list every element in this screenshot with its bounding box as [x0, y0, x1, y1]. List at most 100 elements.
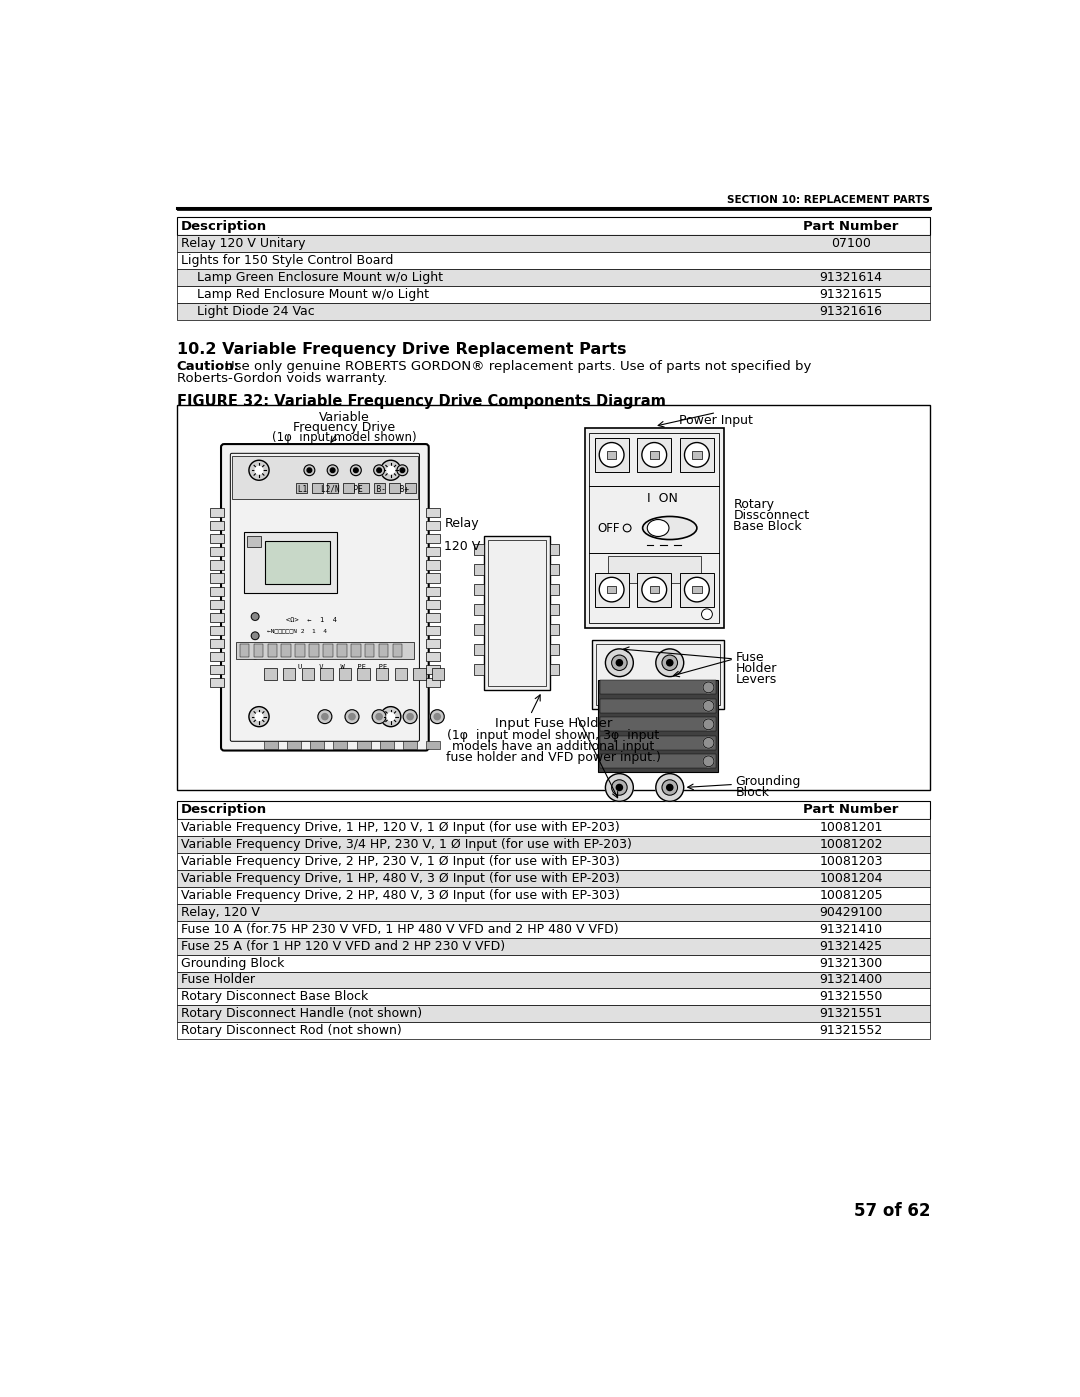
- Bar: [211, 548, 225, 556]
- Text: Variable Frequency Drive, 1 HP, 480 V, 3 Ø Input (for use with EP-203): Variable Frequency Drive, 1 HP, 480 V, 3…: [180, 872, 620, 884]
- Circle shape: [606, 774, 633, 802]
- Bar: [649, 585, 659, 594]
- Text: Rotary: Rotary: [733, 499, 774, 511]
- Bar: [296, 644, 305, 658]
- Bar: [600, 680, 716, 694]
- Bar: [254, 644, 262, 658]
- Circle shape: [606, 648, 633, 676]
- Bar: [550, 644, 559, 655]
- Bar: [595, 573, 629, 606]
- Bar: [243, 532, 337, 594]
- Text: Input Fuse Holder: Input Fuse Holder: [495, 717, 612, 729]
- FancyBboxPatch shape: [221, 444, 429, 750]
- Text: Description: Description: [180, 219, 267, 233]
- Bar: [321, 668, 333, 680]
- Bar: [323, 644, 333, 658]
- Bar: [211, 509, 225, 517]
- Bar: [268, 644, 276, 658]
- Text: 91321300: 91321300: [820, 957, 882, 970]
- Ellipse shape: [643, 517, 697, 539]
- Text: models have an additional input: models have an additional input: [453, 740, 654, 753]
- Circle shape: [642, 443, 666, 467]
- Bar: [488, 539, 545, 686]
- Text: 91321410: 91321410: [820, 922, 882, 936]
- Text: Grounding: Grounding: [735, 775, 801, 788]
- Text: (1φ  input model shown): (1φ input model shown): [272, 432, 417, 444]
- Circle shape: [248, 707, 269, 726]
- Text: Roberts-Gordon voids warranty.: Roberts-Gordon voids warranty.: [177, 373, 388, 386]
- Bar: [474, 584, 484, 595]
- Text: Fuse 25 A (for 1 HP 120 V VFD and 2 HP 230 V VFD): Fuse 25 A (for 1 HP 120 V VFD and 2 HP 2…: [180, 940, 504, 953]
- Bar: [389, 483, 400, 493]
- Circle shape: [252, 613, 259, 620]
- Bar: [426, 573, 440, 583]
- Bar: [177, 286, 930, 303]
- Circle shape: [666, 784, 673, 791]
- Text: Variable: Variable: [319, 411, 369, 423]
- Bar: [177, 887, 930, 904]
- Text: SECTION 10: REPLACEMENT PARTS: SECTION 10: REPLACEMENT PARTS: [727, 194, 930, 204]
- Bar: [426, 521, 440, 531]
- Bar: [282, 644, 291, 658]
- Bar: [550, 545, 559, 555]
- Text: Levers: Levers: [735, 673, 777, 686]
- Bar: [334, 742, 348, 749]
- Circle shape: [255, 467, 262, 474]
- Text: 10081201: 10081201: [820, 821, 882, 834]
- Bar: [232, 457, 418, 499]
- Circle shape: [430, 710, 444, 724]
- Bar: [211, 573, 225, 583]
- Bar: [474, 665, 484, 675]
- Bar: [177, 405, 930, 789]
- Bar: [309, 644, 319, 658]
- Bar: [426, 560, 440, 570]
- Bar: [550, 564, 559, 576]
- Circle shape: [685, 443, 710, 467]
- Circle shape: [353, 468, 359, 472]
- Bar: [177, 937, 930, 954]
- Bar: [405, 483, 416, 493]
- Bar: [177, 870, 930, 887]
- Text: Variable Frequency Drive, 2 HP, 230 V, 1 Ø Input (for use with EP-303): Variable Frequency Drive, 2 HP, 230 V, 1…: [180, 855, 620, 868]
- Text: Light Diode 24 Vac: Light Diode 24 Vac: [180, 305, 314, 319]
- Bar: [177, 1023, 930, 1039]
- Circle shape: [350, 465, 362, 475]
- Bar: [265, 668, 276, 680]
- Bar: [211, 521, 225, 531]
- Bar: [584, 427, 724, 629]
- Bar: [211, 613, 225, 622]
- Text: L1   L2/N   PE   B-   B+: L1 L2/N PE B- B+: [298, 485, 408, 493]
- Text: Caution:: Caution:: [177, 360, 240, 373]
- Text: ←N□□□□□N 2  1  4: ←N□□□□□N 2 1 4: [267, 629, 327, 634]
- Text: 91321615: 91321615: [820, 288, 882, 302]
- Text: 91321550: 91321550: [820, 990, 882, 1003]
- Bar: [177, 854, 930, 870]
- Bar: [590, 433, 719, 623]
- Bar: [211, 652, 225, 661]
- Bar: [264, 742, 278, 749]
- Text: 91321552: 91321552: [820, 1024, 882, 1038]
- Text: 91321425: 91321425: [820, 940, 882, 953]
- Text: 91321551: 91321551: [820, 1007, 882, 1020]
- Text: Rotary Disconnect Handle (not shown): Rotary Disconnect Handle (not shown): [180, 1007, 422, 1020]
- Circle shape: [380, 460, 401, 481]
- Bar: [177, 954, 930, 971]
- Text: 10081205: 10081205: [820, 888, 882, 902]
- Bar: [484, 535, 550, 690]
- Circle shape: [349, 714, 355, 719]
- Bar: [339, 668, 351, 680]
- Text: Fuse: Fuse: [735, 651, 765, 664]
- Circle shape: [666, 659, 673, 666]
- Bar: [211, 587, 225, 595]
- Bar: [414, 668, 426, 680]
- Circle shape: [617, 784, 622, 791]
- Text: Fuse Holder: Fuse Holder: [180, 974, 255, 986]
- Bar: [596, 644, 720, 705]
- Bar: [342, 483, 353, 493]
- FancyBboxPatch shape: [230, 453, 419, 742]
- Bar: [600, 698, 716, 712]
- Text: Relay: Relay: [445, 517, 480, 529]
- Text: fuse holder and VFD power input.): fuse holder and VFD power input.): [446, 750, 661, 764]
- Text: 91321400: 91321400: [820, 974, 882, 986]
- Bar: [177, 835, 930, 854]
